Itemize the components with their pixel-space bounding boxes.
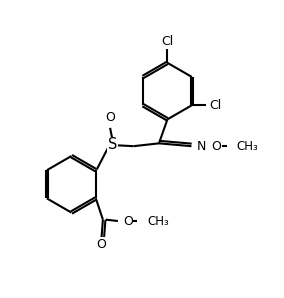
Text: Cl: Cl <box>209 99 221 112</box>
Text: CH₃: CH₃ <box>147 215 169 228</box>
Text: O: O <box>97 238 106 251</box>
Text: O: O <box>212 140 221 153</box>
Text: O: O <box>123 215 133 228</box>
Text: N: N <box>197 140 206 153</box>
Text: Cl: Cl <box>161 35 174 48</box>
Text: O: O <box>105 111 115 124</box>
Text: CH₃: CH₃ <box>237 140 258 153</box>
Text: S: S <box>108 137 117 152</box>
